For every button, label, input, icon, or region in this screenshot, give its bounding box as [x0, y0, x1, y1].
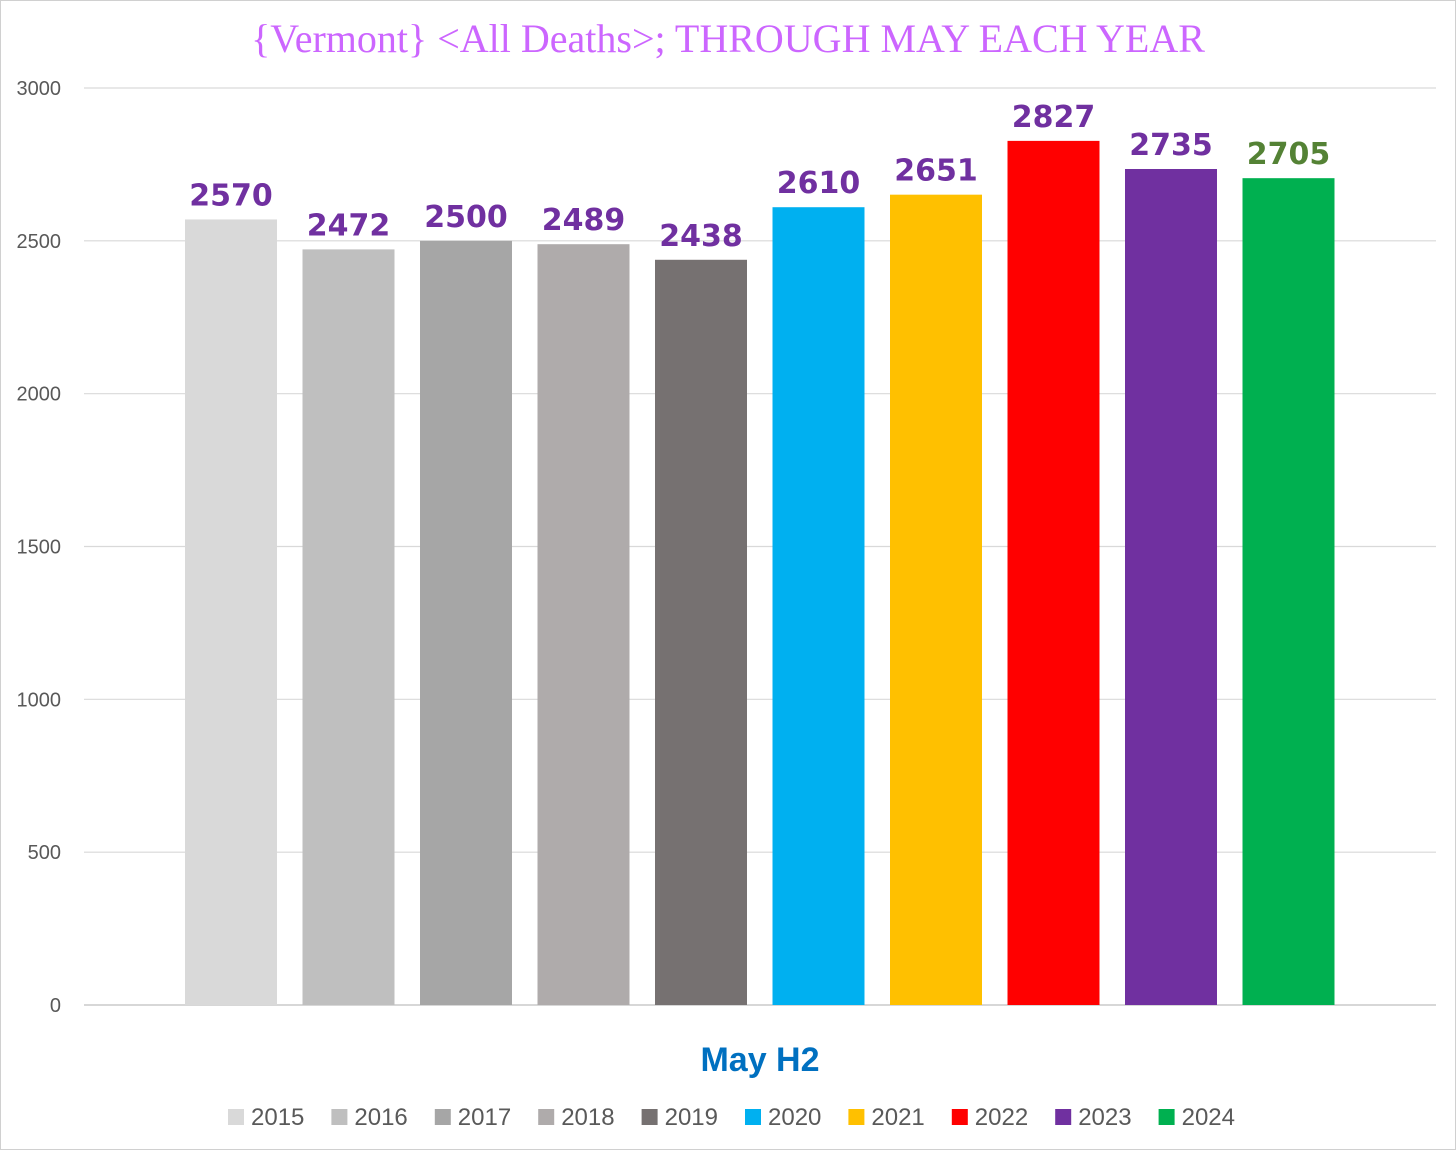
x-axis-category-label: May H2 — [700, 1041, 819, 1079]
legend-item-2018: 2018 — [538, 1104, 615, 1131]
legend-label-2019: 2019 — [665, 1104, 718, 1131]
y-tick-label-2500: 2500 — [17, 231, 62, 253]
legend-swatch-2023 — [1055, 1109, 1072, 1125]
legend-label-2020: 2020 — [768, 1104, 821, 1131]
bar-2018 — [537, 244, 630, 1005]
y-tick-label-1000: 1000 — [17, 689, 62, 711]
legend-label-2024: 2024 — [1182, 1104, 1235, 1131]
legend: 2015 2016 2017 2018 2019 2020 2021 2022 2023 2024 — [228, 1104, 1235, 1131]
gridlines — [84, 87, 1436, 1006]
y-tick-label-2000: 2000 — [17, 384, 62, 406]
legend-label-2018: 2018 — [561, 1104, 614, 1131]
data-labels: 2570 2472 2500 2489 2438 2610 2651 2827 2735 2705 — [189, 100, 1330, 254]
y-tick-label-3000: 3000 — [17, 78, 62, 100]
bar-2019 — [655, 259, 747, 1005]
legend-swatch-2021 — [848, 1109, 865, 1125]
y-tick-label-1500: 1500 — [17, 537, 62, 559]
legend-swatch-2020 — [745, 1109, 761, 1125]
data-label-2019: 2438 — [659, 219, 743, 254]
legend-label-2016: 2016 — [354, 1104, 407, 1131]
legend-item-2023: 2023 — [1055, 1104, 1132, 1131]
bars — [185, 140, 1335, 1006]
legend-swatch-2022 — [951, 1109, 968, 1125]
bar-2023 — [1125, 169, 1217, 1006]
bar-2020 — [772, 207, 865, 1005]
bar-2024 — [1242, 178, 1335, 1006]
legend-label-2022: 2022 — [975, 1104, 1028, 1131]
legend-label-2023: 2023 — [1078, 1104, 1131, 1131]
data-label-2020: 2610 — [777, 166, 861, 201]
y-axis-ticks: 0 500 1000 1500 2000 2500 3000 — [17, 78, 62, 1017]
data-label-2022: 2827 — [1012, 100, 1096, 135]
bar-2022 — [1007, 140, 1100, 1005]
legend-label-2021: 2021 — [871, 1104, 924, 1131]
legend-item-2021: 2021 — [848, 1104, 925, 1131]
legend-swatch-2016 — [331, 1109, 348, 1125]
legend-item-2016: 2016 — [331, 1104, 408, 1131]
data-label-2021: 2651 — [894, 154, 978, 189]
legend-label-2015: 2015 — [251, 1104, 304, 1131]
y-tick-label-0: 0 — [50, 995, 61, 1017]
data-label-2018: 2489 — [542, 203, 626, 238]
legend-item-2024: 2024 — [1158, 1104, 1235, 1131]
legend-item-2022: 2022 — [951, 1104, 1028, 1131]
data-label-2017: 2500 — [424, 200, 508, 235]
legend-swatch-2015 — [228, 1109, 244, 1125]
data-label-2023: 2735 — [1129, 128, 1213, 163]
legend-label-2017: 2017 — [458, 1104, 511, 1131]
data-label-2015: 2570 — [189, 178, 273, 213]
bar-2021 — [890, 194, 982, 1005]
legend-item-2015: 2015 — [228, 1104, 304, 1131]
legend-item-2017: 2017 — [434, 1104, 511, 1131]
legend-item-2020: 2020 — [745, 1104, 821, 1131]
data-label-2016: 2472 — [307, 208, 391, 243]
legend-swatch-2018 — [538, 1109, 555, 1125]
legend-swatch-2017 — [434, 1109, 451, 1125]
data-label-2024: 2705 — [1247, 137, 1331, 172]
legend-item-2019: 2019 — [641, 1104, 718, 1131]
bar-2015 — [185, 219, 277, 1006]
chart-title: {Vermont} <All Deaths>; THROUGH MAY EACH… — [251, 16, 1205, 61]
bar-2017 — [420, 240, 512, 1006]
legend-swatch-2019 — [641, 1109, 658, 1125]
legend-swatch-2024 — [1158, 1109, 1175, 1125]
y-tick-label-500: 500 — [28, 842, 61, 864]
bar-2016 — [302, 249, 395, 1006]
